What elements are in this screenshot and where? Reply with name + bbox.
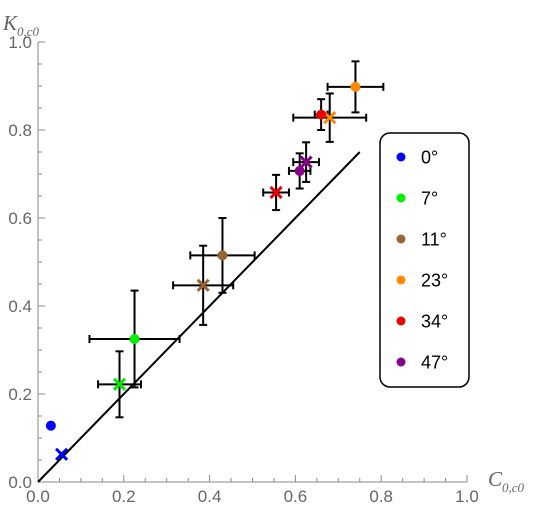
- data-point-cross: [55, 447, 69, 461]
- cross-stroke: [112, 377, 127, 391]
- data-point-cross: [112, 377, 127, 391]
- cross-stroke: [196, 278, 210, 292]
- data-point-cross: [269, 185, 283, 200]
- data-point-cross: [299, 155, 313, 169]
- x-axis-label: C0,c0: [488, 467, 525, 495]
- legend-label: 23°: [421, 271, 448, 291]
- data-point-dot: [294, 165, 305, 176]
- legend: 0° 7° 11° 23° 34° 47°: [379, 132, 470, 388]
- x-tick-label: 0.8: [369, 487, 393, 506]
- data-point-cross: [196, 278, 210, 292]
- legend-swatch: [396, 316, 406, 326]
- x-tick-label: 1.0: [455, 487, 479, 506]
- reference-line: [37, 151, 361, 483]
- cross-stroke: [323, 111, 337, 125]
- legend-label: 7°: [421, 189, 438, 209]
- legend-swatch: [396, 234, 406, 244]
- data-point-dot: [129, 334, 140, 344]
- y-tick-label: 0.2: [8, 385, 32, 404]
- cross-stroke: [55, 447, 69, 461]
- x-tick-label: 0.0: [26, 487, 50, 506]
- y-axis-label: K0,c0: [2, 11, 40, 39]
- y-tick-label: 0.8: [8, 121, 32, 140]
- y-tick-label: 0.4: [8, 297, 32, 316]
- data-point-dot: [217, 250, 228, 261]
- y-tick-label: 1.0: [8, 33, 32, 52]
- cross-stroke: [269, 185, 283, 200]
- y-tick-label: 0.0: [8, 473, 32, 492]
- legend-frame: [379, 132, 470, 388]
- legend-label: 47°: [421, 353, 448, 373]
- legend-swatch: [396, 193, 406, 203]
- legend-swatch: [396, 357, 406, 367]
- legend-label: 34°: [421, 312, 448, 332]
- x-tick-label: 0.2: [112, 487, 136, 506]
- data-point-dot: [45, 420, 56, 431]
- cross-stroke: [299, 155, 313, 169]
- legend-label: 0°: [421, 148, 438, 168]
- data-layer: [45, 60, 385, 461]
- legend-swatch: [396, 275, 406, 285]
- x-tick-label: 0.4: [198, 487, 222, 506]
- reference-line-layer: [37, 151, 361, 483]
- x-tick-label: 0.6: [284, 487, 308, 506]
- y-tick-label: 0.6: [8, 209, 32, 228]
- legend-label: 11°: [421, 230, 447, 250]
- data-point-dot: [350, 81, 361, 92]
- data-point-dot: [316, 109, 327, 120]
- legend-swatch: [396, 152, 406, 162]
- axes: 0.0 0.2 0.4 0.6 0.8 1.0 0.0 0.2 0.4 0.6 0.8 1.0: [8, 33, 478, 506]
